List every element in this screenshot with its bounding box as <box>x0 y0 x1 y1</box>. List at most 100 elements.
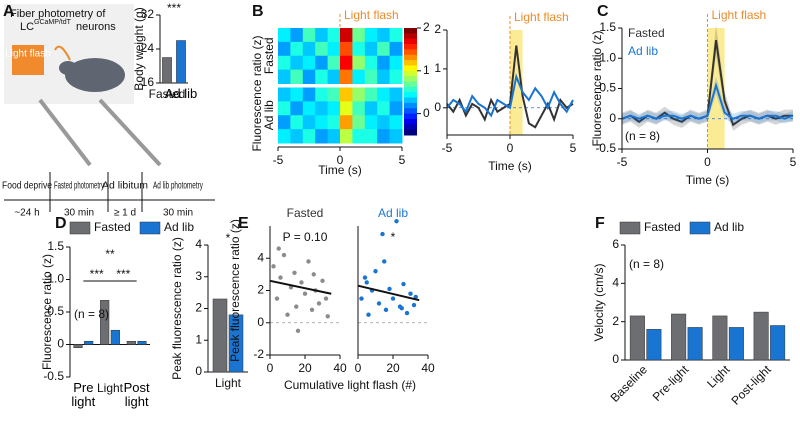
heat-cell <box>352 87 366 102</box>
light-box <box>12 45 44 75</box>
panel-letter: A <box>3 3 15 20</box>
heat-cell <box>278 129 291 144</box>
y-tick-label: -0.5 <box>595 141 616 155</box>
x-tick-label: 0 <box>267 361 274 375</box>
annotation: P = 0.10 <box>283 230 328 244</box>
bar <box>126 341 136 345</box>
heat-cell <box>302 129 316 144</box>
point <box>299 280 304 285</box>
heat-cell <box>327 101 341 116</box>
point <box>376 301 382 306</box>
heat-cell <box>364 28 378 43</box>
x-tick-label: 0 <box>507 141 514 155</box>
legend-swatch <box>69 221 91 235</box>
error-band <box>622 76 793 124</box>
light-label: Light flash <box>514 10 569 24</box>
x-tick-label: 0 <box>337 153 344 167</box>
bar <box>137 341 147 345</box>
y-tick-label: 1.0 <box>47 272 64 286</box>
y-tick-label: -2 <box>253 347 264 361</box>
subplot-title: Fasted <box>287 206 324 220</box>
colorbar-step <box>404 97 417 104</box>
colorbar-step <box>404 86 417 93</box>
heat-cell <box>290 41 304 57</box>
mouse-head <box>59 61 77 75</box>
heat-cell <box>352 69 366 84</box>
point <box>278 275 283 280</box>
legend-label: Fasted <box>628 26 665 40</box>
y-label: Fluorescence ratio (z) <box>250 35 264 151</box>
bar <box>176 40 186 84</box>
heat-cell <box>302 55 316 71</box>
heat-cell <box>389 41 403 57</box>
note: (n = 8) <box>625 129 660 143</box>
legend-label: Ad lib <box>164 220 194 234</box>
light-band <box>510 30 523 135</box>
heat-cell <box>389 69 403 84</box>
panel-letter: E <box>238 215 249 232</box>
group-label: Fasted <box>262 37 276 74</box>
y-label: Velocity (cm/s) <box>592 263 606 341</box>
bar <box>84 341 94 345</box>
x-tick-label: -5 <box>442 141 453 155</box>
schematic-neurons: neurons <box>76 21 116 33</box>
y-tick-label: 6 <box>612 237 619 251</box>
heat-cell <box>302 87 316 102</box>
note: (n = 8) <box>74 307 109 321</box>
y-tick-label: 0 <box>612 352 619 366</box>
point <box>276 246 281 251</box>
schematic-title: Fiber photometry of <box>10 8 106 20</box>
bar <box>753 311 769 361</box>
heat-cell <box>290 55 304 71</box>
x-tick-label: Pre-light <box>650 362 692 404</box>
y-tick-label: 2 <box>195 301 202 315</box>
timeline-step: Fasted photometry <box>54 181 104 192</box>
x-tick-label: Fasted <box>149 87 186 101</box>
schematic: Fiber photometry of LC GCaMP/tdT neurons… <box>4 4 215 212</box>
heat-cell <box>340 55 353 71</box>
bar <box>73 344 83 348</box>
y-tick-label: 4 <box>195 237 202 251</box>
legend-label: Fasted <box>94 220 131 234</box>
annotation: * <box>391 230 396 244</box>
legend-label: Ad lib <box>628 44 658 58</box>
point <box>302 291 308 296</box>
heat-cell <box>302 69 316 84</box>
x-tick-label: Post light <box>123 381 150 409</box>
heat-cell <box>290 129 304 144</box>
schematic-lc: LC <box>20 21 34 33</box>
heat-cell <box>352 101 366 116</box>
point <box>271 264 276 269</box>
x-tick-label: 0 <box>704 155 711 169</box>
point <box>413 294 418 300</box>
point <box>408 291 413 296</box>
point <box>387 286 392 292</box>
heat-cell <box>389 87 403 102</box>
x-tick-label: -5 <box>273 153 284 167</box>
timeline-step: Ad lib photometry <box>153 181 203 192</box>
y-tick-label: 1.0 <box>599 50 616 64</box>
y-tick-label: 2 <box>612 314 619 328</box>
y-tick-label: 0 <box>195 364 202 378</box>
timeline-duration: ≥ 1 d <box>114 208 136 219</box>
x-tick-label: 5 <box>570 141 577 155</box>
point <box>309 307 315 313</box>
panel-letter: B <box>252 3 264 20</box>
annotation: *** <box>116 267 130 281</box>
x-tick-label: Baseline <box>608 362 651 405</box>
bar <box>712 315 728 361</box>
x-tick-label: 5 <box>399 153 406 167</box>
panel-letter: F <box>595 215 605 232</box>
heat-cell <box>315 41 329 57</box>
point <box>285 312 290 317</box>
point <box>390 296 396 301</box>
x-tick-label: 40 <box>421 361 435 375</box>
heat-cell <box>389 129 403 144</box>
heat-cell <box>302 115 316 130</box>
heat-cell <box>290 69 304 84</box>
heat-cell <box>377 69 391 84</box>
bar <box>671 313 687 361</box>
y-tick-label: 32 <box>141 7 155 21</box>
colorbar-step <box>404 81 417 88</box>
point <box>401 281 406 287</box>
